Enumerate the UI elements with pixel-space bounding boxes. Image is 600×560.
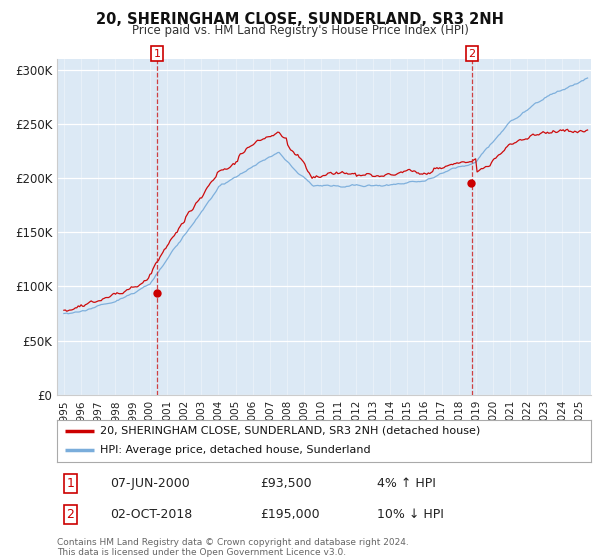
Text: 10% ↓ HPI: 10% ↓ HPI (377, 508, 444, 521)
Text: 1: 1 (67, 477, 74, 490)
Text: 4% ↑ HPI: 4% ↑ HPI (377, 477, 436, 490)
Text: 20, SHERINGHAM CLOSE, SUNDERLAND, SR3 2NH: 20, SHERINGHAM CLOSE, SUNDERLAND, SR3 2N… (96, 12, 504, 27)
Text: 1: 1 (154, 49, 161, 59)
Text: 07-JUN-2000: 07-JUN-2000 (110, 477, 190, 490)
Text: HPI: Average price, detached house, Sunderland: HPI: Average price, detached house, Sund… (100, 445, 370, 455)
Text: Price paid vs. HM Land Registry's House Price Index (HPI): Price paid vs. HM Land Registry's House … (131, 24, 469, 36)
Text: Contains HM Land Registry data © Crown copyright and database right 2024.
This d: Contains HM Land Registry data © Crown c… (57, 538, 409, 557)
Text: £93,500: £93,500 (260, 477, 311, 490)
Text: 2: 2 (468, 49, 475, 59)
Text: 02-OCT-2018: 02-OCT-2018 (110, 508, 193, 521)
Text: 2: 2 (67, 508, 74, 521)
Text: £195,000: £195,000 (260, 508, 320, 521)
Text: 20, SHERINGHAM CLOSE, SUNDERLAND, SR3 2NH (detached house): 20, SHERINGHAM CLOSE, SUNDERLAND, SR3 2N… (100, 426, 480, 436)
